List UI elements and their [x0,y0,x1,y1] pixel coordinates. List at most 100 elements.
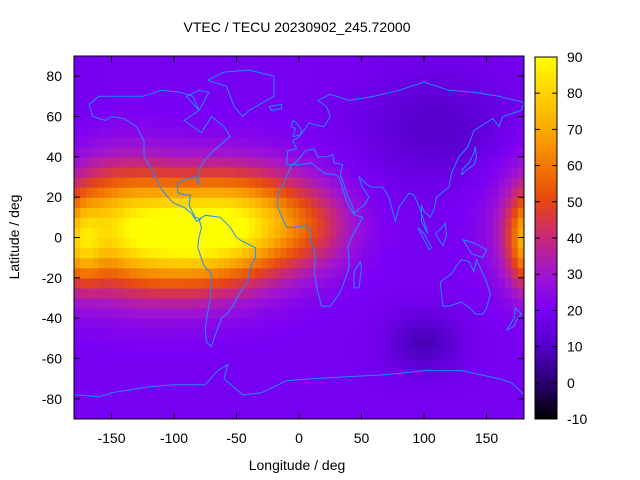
heat-cell [192,166,200,178]
heat-cell [361,126,369,138]
colorbar-tick-label: 80 [567,85,583,101]
heat-cell [280,378,288,390]
heat-cell [449,277,456,289]
heat-cell [142,116,150,128]
heat-cell [167,267,175,279]
heat-cell [349,277,356,289]
heat-cell [261,247,269,259]
heat-cell [361,217,369,229]
heat-cell [205,197,213,208]
heat-cell [74,388,81,400]
heat-cell [255,227,263,239]
heat-cell [461,227,469,239]
heat-cell [236,146,244,158]
heat-cell [305,318,313,329]
heat-cell [261,398,269,410]
heat-cell [117,368,125,380]
heat-cell [417,126,425,138]
heat-cell [224,257,231,269]
heat-cell [436,298,444,309]
heat-cell [124,368,131,380]
heat-cell [486,106,494,118]
heat-cell [249,267,256,279]
heat-cell [230,136,238,148]
heat-cell [505,197,513,208]
heat-cell [430,348,438,360]
heat-cell [411,56,419,67]
heat-cell [455,237,463,249]
heat-cell [124,338,131,350]
heat-cell [399,388,406,400]
heat-cell [392,308,400,319]
heat-cell [224,96,231,108]
heat-cell [411,358,419,370]
heat-cell [492,358,500,370]
heat-cell [449,217,456,229]
heat-cell [280,76,288,87]
heat-cell [217,378,225,390]
heat-cell [224,348,231,360]
heat-cell [292,257,300,269]
heat-cell [349,217,356,229]
heat-cell [480,146,488,158]
heat-cell [167,126,175,138]
heat-cell [230,388,238,400]
heat-cell [324,166,331,178]
heat-cell [430,106,438,118]
heat-cell [199,328,206,339]
heat-cell [474,86,481,97]
heat-cell [205,146,213,158]
heat-cell [249,368,256,380]
heat-cell [411,66,419,77]
heat-cell [342,287,350,299]
heat-cell [367,267,375,279]
heat-cell [180,318,188,329]
heat-cell [149,398,156,410]
heat-cell [499,348,506,360]
heat-cell [286,408,294,419]
heat-cell [230,277,238,289]
heat-cell [274,298,281,309]
heat-cell [180,348,188,360]
heat-cell [492,237,500,249]
heat-cell [386,388,394,400]
heat-cell [267,76,275,87]
heat-cell [442,408,450,419]
heat-cell [455,96,463,108]
heat-cell [405,358,413,370]
heat-cell [342,298,350,309]
heat-cell [230,217,238,229]
heat-cell [355,308,363,319]
heat-cell [274,187,281,198]
heat-cell [417,398,425,410]
heat-cell [286,368,294,380]
heat-cell [99,257,106,269]
heat-cell [436,66,444,77]
heat-cell [274,388,281,400]
heat-cell [167,388,175,400]
heat-cell [280,388,288,400]
heat-cell [124,388,131,400]
heat-cell [455,368,463,380]
heat-cell [261,348,269,360]
heat-cell [330,187,338,198]
heat-cell [92,76,100,87]
heat-cell [142,156,150,168]
heat-cell [392,136,400,148]
heat-cell [499,217,506,229]
heat-cell [386,126,394,138]
heat-cell [199,408,206,419]
heat-cell [174,166,181,178]
heat-cell [111,76,119,87]
heat-cell [449,287,456,299]
heat-cell [280,298,288,309]
heat-cell [305,308,313,319]
heat-cell [242,298,250,309]
heat-cell [130,237,138,249]
heat-cell [236,308,244,319]
heat-cell [180,146,188,158]
x-axis-label: Longitude / deg [249,457,346,473]
heat-cell [174,378,181,390]
heat-cell [342,106,350,118]
heat-cell [467,298,475,309]
